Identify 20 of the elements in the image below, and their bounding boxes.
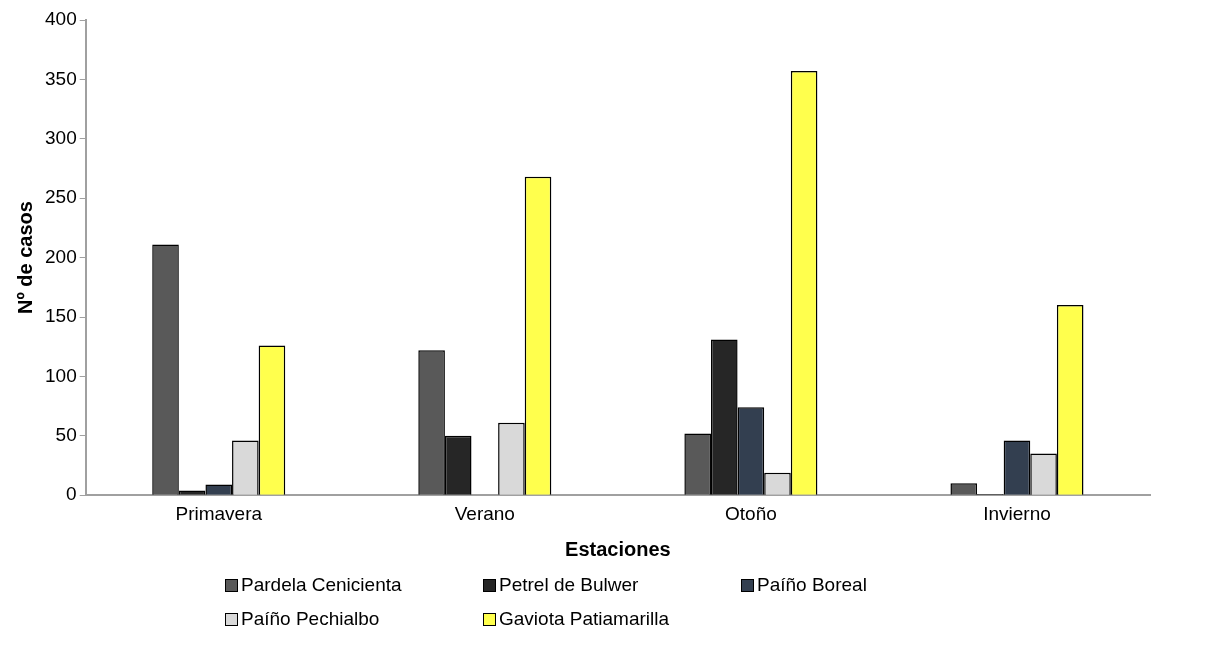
legend-label: Paíño Pechialbo: [241, 608, 380, 630]
x-tick-label: Invierno: [983, 502, 1051, 524]
legend-label: Petrel de Bulwer: [499, 574, 639, 596]
y-tick-label: 250: [45, 186, 77, 208]
legend-label: Paíño Boreal: [757, 574, 867, 596]
y-tick-label: 150: [45, 305, 77, 327]
x-tick-label: Primavera: [175, 502, 263, 524]
y-tick-label: 400: [45, 8, 77, 30]
x-tick-label: Verano: [454, 502, 515, 524]
y-tick-label: 50: [55, 424, 77, 446]
y-tick-label: 0: [66, 483, 77, 505]
y-tick-label: 300: [45, 127, 77, 149]
legend-label: Gaviota Patiamarilla: [499, 608, 670, 630]
y-axis-title: Nº de casos: [13, 201, 36, 315]
legend-label: Pardela Cenicienta: [241, 574, 402, 596]
x-tick-label: Otoño: [725, 502, 777, 524]
y-tick-label: 200: [45, 245, 77, 267]
y-tick-label: 350: [45, 67, 77, 89]
x-axis-title: Estaciones: [565, 537, 671, 560]
y-tick-label: 100: [45, 364, 77, 386]
